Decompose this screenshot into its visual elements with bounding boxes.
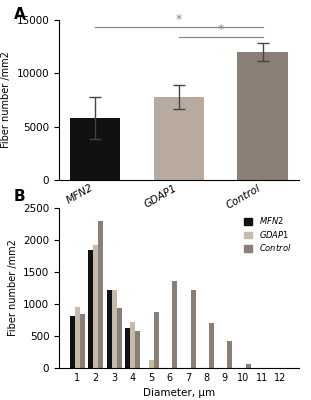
Text: *: * (176, 13, 182, 26)
Bar (70, 118, 120, 180)
Bar (70, 316, 75, 368)
Bar (80, 314, 85, 368)
Bar (149, 360, 154, 368)
Bar (154, 312, 159, 368)
Legend: $\bf{\it{MFN2}}$, $\bf{\it{GDAP1}}$, $\bf{\it{Control}}$: $\bf{\it{MFN2}}$, $\bf{\it{GDAP1}}$, $\b… (240, 212, 295, 257)
Bar (107, 290, 112, 368)
Bar (135, 331, 140, 368)
Bar (209, 323, 214, 368)
Y-axis label: Fiber number /mm2: Fiber number /mm2 (1, 52, 11, 148)
Bar (75, 307, 80, 368)
Text: B: B (14, 189, 25, 204)
Bar (191, 290, 196, 368)
Y-axis label: Fiber number /mm2: Fiber number /mm2 (7, 240, 17, 336)
Bar (93, 245, 98, 368)
Text: *: * (218, 23, 224, 36)
Bar (117, 308, 122, 368)
Bar (227, 341, 232, 368)
Bar (125, 328, 130, 368)
Bar (88, 250, 93, 368)
Bar (130, 322, 135, 368)
Bar (237, 52, 288, 180)
X-axis label: Diameter, μm: Diameter, μm (143, 388, 215, 398)
Text: A: A (14, 7, 25, 22)
Bar (98, 221, 103, 368)
Bar (246, 364, 251, 368)
Bar (172, 281, 177, 368)
Bar (154, 97, 204, 180)
Bar (112, 290, 117, 368)
